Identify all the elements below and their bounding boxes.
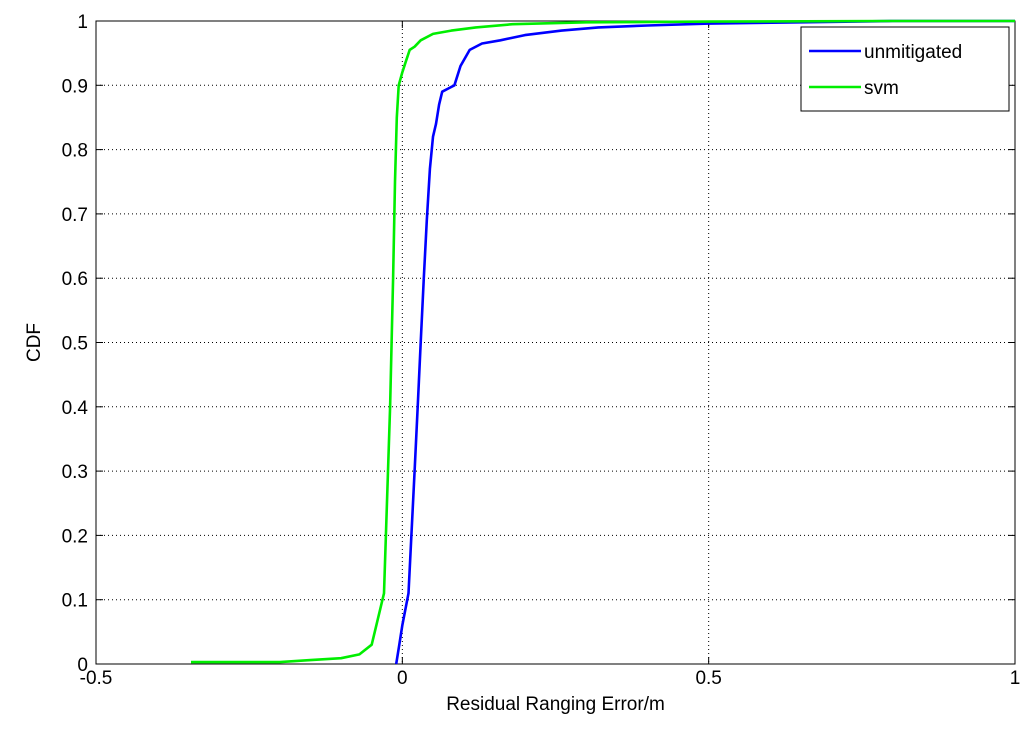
y-tick-label: 0.1 [62, 591, 88, 612]
x-tick-label: 0.5 [695, 668, 721, 689]
tick-layer: -0.5 0 0.5 100.10.20.30.40.50.60.70.80.91 [62, 12, 1021, 689]
legend-label-svm: svm [864, 78, 899, 99]
legend-box [800, 26, 1010, 112]
y-tick-label: 0.2 [62, 526, 88, 547]
y-tick-label: 0.3 [62, 462, 88, 483]
legend-label-unmitigated: unmitigated [864, 42, 962, 63]
x-tick-label: -0.5 [80, 668, 113, 689]
series-layer [191, 19, 1015, 665]
x-tick-label: 0 [397, 668, 408, 689]
y-tick-label: 0.5 [62, 334, 88, 355]
y-tick-label: 1 [77, 12, 88, 33]
x-axis-label: Residual Ranging Error/m [446, 694, 665, 715]
y-tick-label: 0.4 [62, 398, 89, 419]
series-line-unmitigated [394, 19, 1015, 665]
series-line-svm [191, 19, 1015, 664]
y-tick-label: 0.6 [62, 269, 88, 290]
y-axis-label: CDF [24, 323, 45, 362]
y-tick-label: 0.7 [62, 205, 88, 226]
y-tick-label: 0.9 [62, 76, 88, 97]
y-tick-label: 0 [77, 655, 88, 676]
legend: unmitigated svm [800, 26, 1010, 112]
x-tick-label: 1 [1010, 668, 1021, 689]
y-tick-label: 0.8 [62, 141, 88, 162]
